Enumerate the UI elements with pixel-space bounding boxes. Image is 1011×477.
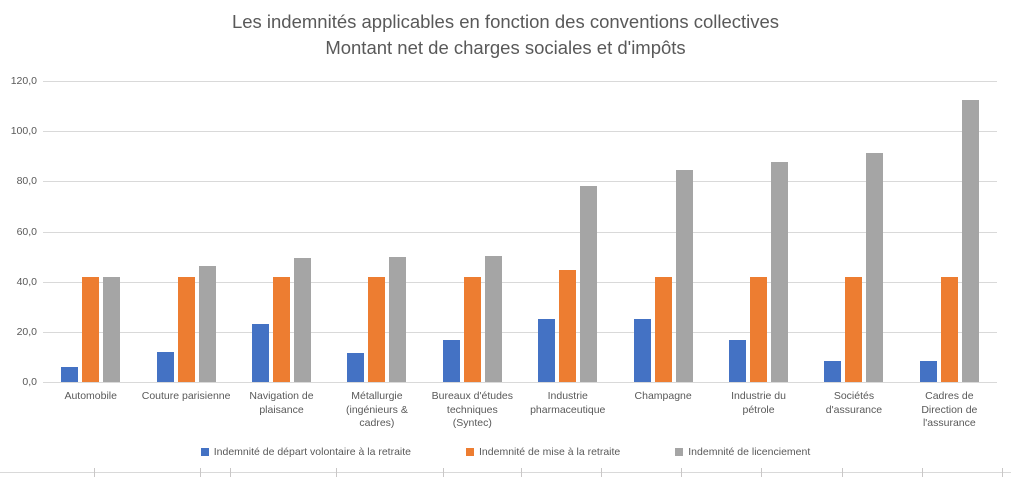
- bar-mise-a-la-retraite-10[interactable]: [940, 277, 958, 382]
- legend-swatch-icon: [675, 448, 684, 456]
- bar-licenciement-5[interactable]: [484, 256, 502, 382]
- bar-licenciement-10[interactable]: [961, 100, 979, 382]
- x-axis-category-label: Couture parisienne: [141, 390, 231, 402]
- legend-swatch-icon: [466, 448, 475, 456]
- bar-group: [234, 81, 329, 382]
- y-axis-tick-label: 120,0: [10, 75, 37, 87]
- bar-licenciement-1[interactable]: [103, 277, 121, 382]
- legend-label: Indemnité de licenciement: [688, 446, 811, 458]
- bar-group: [902, 81, 997, 382]
- bar-group: [425, 81, 520, 382]
- bar-licenciement-6[interactable]: [580, 185, 598, 382]
- bar-group: [806, 81, 901, 382]
- bar-licenciement-9[interactable]: [866, 153, 884, 382]
- legend: Indemnité de départ volontaire à la retr…: [0, 446, 1011, 458]
- bar-depart-volontaire-retraite-1[interactable]: [61, 367, 79, 382]
- x-axis-category-label: Bureaux d'études techniques (Syntec): [431, 390, 514, 429]
- bar-licenciement-8[interactable]: [771, 162, 789, 382]
- legend-label: Indemnité de départ volontaire à la retr…: [213, 446, 412, 458]
- bar-group: [329, 81, 424, 382]
- bar-depart-volontaire-retraite-10[interactable]: [919, 360, 937, 382]
- x-axis-category-label: Sociétés d'assurance: [825, 390, 883, 416]
- legend-item[interactable]: Indemnité de licenciement: [675, 446, 810, 458]
- bar-depart-volontaire-retraite-8[interactable]: [729, 339, 747, 382]
- x-axis-category-label: Métallurgie (ingénieurs & cadres): [345, 390, 408, 429]
- gridline: [43, 81, 997, 82]
- bar-depart-volontaire-retraite-9[interactable]: [824, 360, 842, 382]
- bar-groups: [43, 81, 997, 382]
- bar-mise-a-la-retraite-7[interactable]: [654, 277, 672, 382]
- bar-mise-a-la-retraite-5[interactable]: [463, 277, 481, 382]
- bar-licenciement-4[interactable]: [389, 257, 407, 382]
- bar-mise-a-la-retraite-6[interactable]: [559, 269, 577, 382]
- bar-mise-a-la-retraite-9[interactable]: [845, 277, 863, 382]
- bar-group: [43, 81, 138, 382]
- legend-label: Indemnité de mise à la retraite: [479, 446, 621, 458]
- y-axis-tick-label: 20,0: [16, 325, 37, 338]
- x-axis-category-label: Industrie pharmaceutique: [530, 390, 606, 416]
- spreadsheet-row-border: [0, 472, 1011, 473]
- legend-swatch-icon: [200, 448, 209, 456]
- bar-group: [520, 81, 615, 382]
- gridline: [43, 331, 997, 333]
- chart-title[interactable]: Les indemnités applicables en fonction d…: [0, 9, 1011, 61]
- bar-depart-volontaire-retraite-7[interactable]: [633, 318, 651, 382]
- gridline: [43, 131, 997, 133]
- x-axis-category-label: Industrie du pétrole: [731, 390, 786, 416]
- x-axis-category-label: Champagne: [634, 390, 692, 402]
- bar-licenciement-3[interactable]: [294, 258, 312, 382]
- bar-mise-a-la-retraite-4[interactable]: [368, 277, 386, 382]
- bar-depart-volontaire-retraite-3[interactable]: [252, 323, 270, 382]
- y-axis-tick-label: 0,0: [22, 376, 37, 388]
- bar-group: [711, 81, 806, 382]
- bar-mise-a-la-retraite-8[interactable]: [750, 277, 768, 382]
- bar-mise-a-la-retraite-2[interactable]: [177, 277, 195, 382]
- plot-area: [43, 81, 997, 383]
- gridline: [43, 382, 997, 383]
- bar-licenciement-7[interactable]: [675, 169, 693, 382]
- bar-depart-volontaire-retraite-6[interactable]: [538, 318, 556, 382]
- y-axis-tick-label: 100,0: [10, 125, 37, 138]
- x-axis-category-label: Navigation de plaisance: [249, 390, 314, 416]
- bar-depart-volontaire-retraite-2[interactable]: [156, 351, 174, 382]
- bar-group: [138, 81, 233, 382]
- y-axis-tick-label: 60,0: [16, 225, 37, 238]
- legend-item[interactable]: Indemnité de départ volontaire à la retr…: [200, 446, 412, 458]
- bar-mise-a-la-retraite-1[interactable]: [82, 277, 100, 382]
- y-axis-tick-label: 40,0: [16, 275, 37, 288]
- bar-licenciement-2[interactable]: [198, 266, 216, 382]
- x-axis-category-label: Cadres de Direction de l'assurance: [921, 390, 978, 429]
- bar-mise-a-la-retraite-3[interactable]: [273, 277, 291, 382]
- x-axis[interactable]: Automobile Couture parisienne Navigation d…: [43, 390, 997, 431]
- y-axis-tick-label: 80,0: [16, 175, 37, 188]
- legend-item[interactable]: Indemnité de mise à la retraite: [466, 446, 620, 458]
- gridline: [43, 181, 997, 183]
- chart-title-line2: Montant net de charges sociales et d'imp…: [325, 37, 686, 58]
- bar-group: [615, 81, 710, 382]
- gridline: [43, 231, 997, 233]
- gridline: [43, 281, 997, 283]
- bar-depart-volontaire-retraite-4[interactable]: [347, 353, 365, 382]
- x-axis-category-label: Automobile: [64, 390, 117, 402]
- bar-depart-volontaire-retraite-5[interactable]: [442, 339, 460, 382]
- chart-title-line1: Les indemnités applicables en fonction d…: [231, 11, 780, 32]
